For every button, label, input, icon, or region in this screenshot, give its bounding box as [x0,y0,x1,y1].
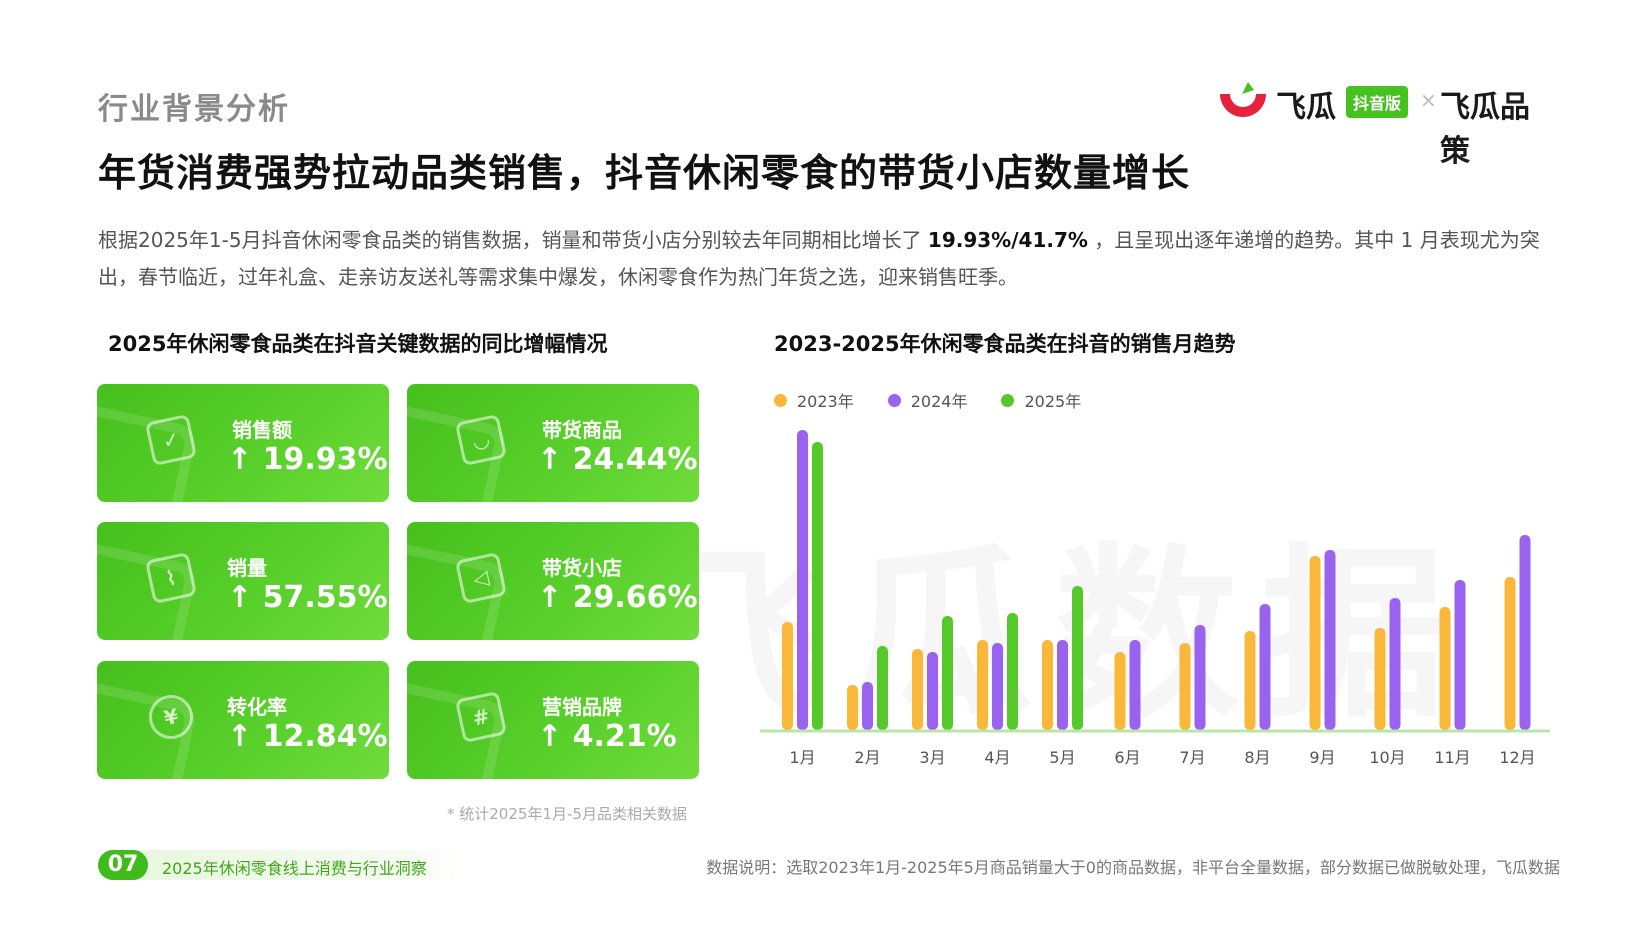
bar-2025年-4月 [1007,613,1018,730]
legend-item-2025: 2025年 [1001,388,1081,412]
report-title: 2025年休闲零食线上消费与行业洞察 [162,859,427,878]
bar-2023年-2月 [847,685,858,730]
watermelon-logo-icon [1220,82,1266,117]
bar-2023年-8月 [1244,631,1256,730]
legend-item-2024: 2024年 [887,388,968,412]
bar-2023年-12月 [1504,577,1516,730]
kpi-label: 销售额 [232,418,292,442]
bar-2023年-10月 [1374,628,1386,730]
bar-2024年-11月 [1454,580,1466,730]
kpi-card-stores: ◁ 带货小店 ↑ 29.66% [407,522,699,640]
brand-logo: 飞瓜 抖音版 × 飞瓜品策 [1218,76,1558,169]
kpi-footnote: * 统计2025年1月-5月品类相关数据 [447,805,687,823]
bar-2024年-4月 [992,643,1003,730]
x-tick-label: 1月 [789,748,815,767]
bar-2024年-9月 [1324,550,1336,730]
bar-2025年-2月 [877,646,888,730]
kpi-card-sales-volume: ⌇ 销量 ↑ 57.55% [97,522,389,640]
bar-2024年-10月 [1389,598,1401,730]
kpi-label: 销量 [227,556,267,580]
summary-text-before: 根据2025年1-5月抖音休闲零食品类的销售数据，销量和带货小店分别较去年同期相… [98,228,928,252]
bar-2023年-4月 [977,640,988,730]
bar-2024年-3月 [927,652,938,730]
legend-label: 2024年 [910,392,968,411]
bar-2023年-11月 [1439,607,1451,730]
x-tick-label: 3月 [919,748,945,767]
receipt-icon: ✓ [144,413,198,467]
page-number: 07 [98,850,148,880]
monthly-sales-bar-chart: 1月 2月 3月 4月 5月 6月 7月 8月 9月 10月 11月 12月 [760,430,1550,767]
legend-label: 2025年 [1024,392,1082,411]
page-title: 年货消费强势拉动品类销售，抖音休闲零食的带货小店数量增长 [98,151,1191,195]
section-label: 行业背景分析 [98,92,290,127]
x-tick-label: 9月 [1309,748,1335,767]
kpi-value: ↑ 12.84% [227,719,388,754]
x-tick-label: 2月 [854,748,880,767]
kpi-card-brands: # 营销品牌 ↑ 4.21% [407,661,699,779]
bar-2024年-12月 [1519,535,1531,730]
x-tick-label: 8月 [1244,748,1270,767]
legend-swatch [774,393,787,407]
kpi-panel-title: 2025年休闲零食品类在抖音关键数据的同比增幅情况 [108,332,608,356]
chart-legend: 2023年 2024年 2025年 [774,388,1081,412]
x-tick-label: 10月 [1369,748,1405,767]
partner-name: 飞瓜品策 [1440,90,1530,169]
x-tick-label: 7月 [1179,748,1205,767]
bar-2024年-8月 [1259,604,1271,730]
bar-2025年-5月 [1072,586,1083,730]
bar-2025年-3月 [942,616,953,730]
x-tick-label: 12月 [1499,748,1535,767]
chart-panel-title: 2023-2025年休闲零食品类在抖音的销售月趋势 [774,332,1236,356]
kpi-label: 转化率 [227,695,287,719]
bar-2025年-1月 [812,442,823,730]
bar-2023年-1月 [782,622,793,730]
summary-paragraph: 根据2025年1-5月抖音休闲零食品类的销售数据，销量和带货小店分别较去年同期相… [98,222,1558,296]
bar-2023年-7月 [1179,643,1191,730]
summary-highlight: 19.93%/41.7% [927,228,1088,252]
megaphone-icon: ◁ [454,551,508,605]
kpi-label: 带货小店 [542,556,622,580]
bag-icon: ◡ [454,413,508,467]
x-tick-label: 5月 [1049,748,1075,767]
kpi-value: ↑ 57.55% [227,580,388,615]
x-tick-label: 11月 [1434,748,1470,767]
bar-2024年-5月 [1057,640,1068,730]
x-tick-label: 6月 [1114,748,1140,767]
trend-chart-icon: ⌇ [144,551,198,605]
bar-2024年-2月 [862,682,873,730]
bar-2023年-3月 [912,649,923,730]
legend-item-2023: 2023年 [774,388,854,412]
brand-separator: × [1420,88,1437,112]
hashtag-icon: # [454,690,508,744]
kpi-card-sales-amount: ✓ 销售额 ↑ 19.93% [97,384,389,502]
kpi-card-conversion: ¥ 转化率 ↑ 12.84% [97,661,389,779]
brand-name: 飞瓜 [1276,90,1336,125]
kpi-label: 营销品牌 [542,695,622,719]
bar-2023年-9月 [1309,556,1321,730]
x-tick-label: 4月 [984,748,1010,767]
legend-swatch [887,393,901,407]
legend-label: 2023年 [797,392,854,411]
legend-swatch [1001,393,1015,407]
bar-2023年-6月 [1114,652,1126,730]
page-badge: 07 2025年休闲零食线上消费与行业洞察 [98,850,464,880]
bar-2024年-7月 [1194,625,1206,730]
kpi-card-products: ◡ 带货商品 ↑ 24.44% [407,384,699,502]
data-note: 数据说明：选取2023年1月-2025年5月商品销量大于0的商品数据，非平台全量… [706,858,1560,877]
kpi-value: ↑ 29.66% [537,580,698,615]
kpi-value: ↑ 24.44% [537,442,698,477]
bar-2024年-1月 [797,430,808,730]
summary-text-after: ，且呈现出逐年递增的趋势。其中 1 月表现尤为突出，春节临近，过年礼盒、走亲访友… [98,228,1540,289]
bar-2024年-6月 [1129,640,1141,730]
kpi-label: 带货商品 [542,418,622,442]
kpi-value: ↑ 19.93% [227,442,388,477]
bar-2023年-5月 [1042,640,1053,730]
kpi-value: ↑ 4.21% [537,719,677,754]
brand-badge: 抖音版 [1346,86,1409,118]
